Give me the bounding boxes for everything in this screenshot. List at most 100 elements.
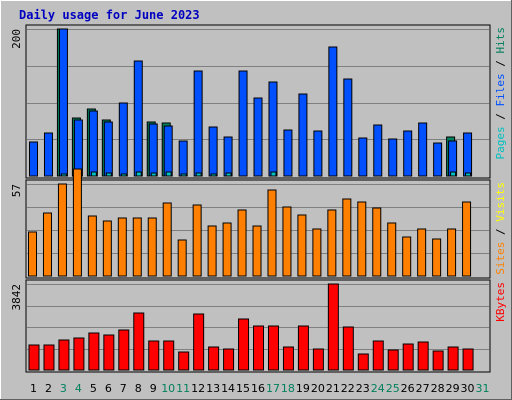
bar-files-day-22 — [343, 78, 353, 177]
x-tick-day-31: 31 — [476, 382, 490, 395]
bar-kbytes-day-7 — [118, 329, 130, 371]
panel-bottom-series-label: KBytes — [494, 282, 507, 322]
bar-sites-day-7 — [117, 217, 127, 277]
bar-pages-day-17 — [270, 171, 277, 177]
bar-files-day-14 — [223, 136, 233, 177]
x-tick-day-16: 16 — [251, 382, 265, 395]
bar-sites-day-9 — [147, 217, 157, 277]
bar-files-day-7 — [118, 102, 128, 177]
x-tick-day-7: 7 — [120, 382, 127, 395]
bar-pages-day-8 — [135, 171, 142, 177]
x-tick-day-12: 12 — [191, 382, 205, 395]
bar-sites-day-28 — [432, 238, 442, 277]
panel-bottom-ymax-label: 3842 — [10, 284, 23, 311]
x-tick-day-26: 26 — [401, 382, 415, 395]
series-label-segment: Visits — [494, 182, 507, 222]
x-tick-day-8: 8 — [135, 382, 142, 395]
x-tick-day-15: 15 — [236, 382, 250, 395]
bar-files-day-10 — [163, 125, 173, 177]
x-tick-day-2: 2 — [45, 382, 52, 395]
x-tick-day-29: 29 — [446, 382, 460, 395]
series-label-segment: / — [494, 107, 507, 127]
bar-kbytes-day-14 — [223, 348, 235, 371]
x-tick-day-1: 1 — [30, 382, 37, 395]
bar-sites-day-2 — [42, 212, 52, 277]
bar-pages-day-30 — [465, 172, 472, 177]
bar-kbytes-day-23 — [357, 353, 369, 371]
bar-files-day-8 — [133, 60, 143, 177]
bar-files-day-15 — [238, 70, 248, 177]
bar-sites-day-23 — [357, 201, 367, 277]
bar-files-day-2 — [43, 132, 53, 177]
bar-files-day-25 — [388, 138, 398, 177]
bar-files-day-16 — [253, 97, 263, 177]
bar-sites-day-20 — [312, 228, 322, 277]
x-tick-day-23: 23 — [356, 382, 370, 395]
bar-files-day-18 — [283, 129, 293, 177]
bar-files-day-9 — [148, 123, 158, 177]
bar-files-day-13 — [208, 126, 218, 177]
bar-files-day-27 — [418, 122, 428, 177]
bar-sites-day-17 — [267, 189, 277, 277]
bar-pages-day-5 — [90, 171, 97, 177]
bar-sites-day-22 — [342, 198, 352, 277]
bar-sites-day-18 — [282, 206, 292, 277]
bar-sites-day-6 — [102, 220, 112, 277]
bar-sites-day-24 — [372, 207, 382, 277]
x-tick-day-11: 11 — [176, 382, 190, 395]
bar-sites-day-5 — [87, 215, 97, 277]
x-tick-day-4: 4 — [75, 382, 82, 395]
bar-pages-day-13 — [210, 173, 217, 177]
bar-pages-day-9 — [150, 172, 157, 177]
bar-kbytes-day-6 — [103, 334, 115, 371]
chart-title: Daily usage for June 2023 — [19, 8, 200, 22]
bar-kbytes-day-3 — [58, 339, 70, 371]
bar-kbytes-day-11 — [178, 351, 190, 371]
bar-sites-day-12 — [192, 204, 202, 277]
bar-kbytes-day-13 — [208, 346, 220, 371]
bar-sites-day-13 — [207, 225, 217, 277]
x-tick-day-21: 21 — [326, 382, 340, 395]
x-tick-day-22: 22 — [341, 382, 355, 395]
panel-top-ymax-label: 200 — [10, 29, 23, 49]
bar-kbytes-day-2 — [43, 344, 55, 371]
bar-files-day-12 — [193, 70, 203, 177]
bar-files-day-26 — [403, 130, 413, 177]
bar-sites-day-4 — [72, 168, 82, 277]
x-tick-day-19: 19 — [296, 382, 310, 395]
bar-files-day-24 — [373, 124, 383, 177]
bar-files-day-5 — [88, 110, 98, 177]
x-tick-day-10: 10 — [161, 382, 175, 395]
bar-sites-day-1 — [28, 231, 37, 277]
bar-sites-day-16 — [252, 225, 262, 277]
bar-kbytes-day-1 — [28, 344, 40, 371]
bar-pages-day-6 — [105, 172, 112, 177]
bar-sites-day-14 — [222, 222, 232, 277]
x-tick-day-18: 18 — [281, 382, 295, 395]
bar-kbytes-day-17 — [267, 325, 279, 371]
bar-files-day-17 — [268, 81, 278, 177]
x-tick-day-27: 27 — [416, 382, 430, 395]
x-tick-day-30: 30 — [461, 382, 475, 395]
bar-files-day-11 — [178, 140, 188, 177]
bar-kbytes-day-15 — [238, 318, 250, 371]
bar-kbytes-day-16 — [253, 325, 265, 371]
bar-sites-day-30 — [462, 201, 472, 277]
series-label-segment: Hits — [494, 27, 507, 54]
bar-files-day-21 — [328, 46, 338, 177]
bar-kbytes-day-10 — [163, 340, 175, 371]
bar-sites-day-8 — [132, 217, 142, 277]
bar-kbytes-day-27 — [417, 341, 429, 371]
x-tick-day-20: 20 — [311, 382, 325, 395]
x-tick-day-28: 28 — [431, 382, 445, 395]
bar-pages-day-11 — [180, 173, 187, 177]
bar-files-day-4 — [73, 119, 83, 177]
series-label-segment: Files — [494, 73, 507, 106]
bar-files-day-29 — [448, 140, 458, 177]
bar-files-day-3 — [58, 28, 68, 177]
bar-kbytes-day-4 — [73, 337, 85, 371]
bar-files-day-19 — [298, 93, 308, 177]
bar-kbytes-day-8 — [133, 312, 145, 371]
